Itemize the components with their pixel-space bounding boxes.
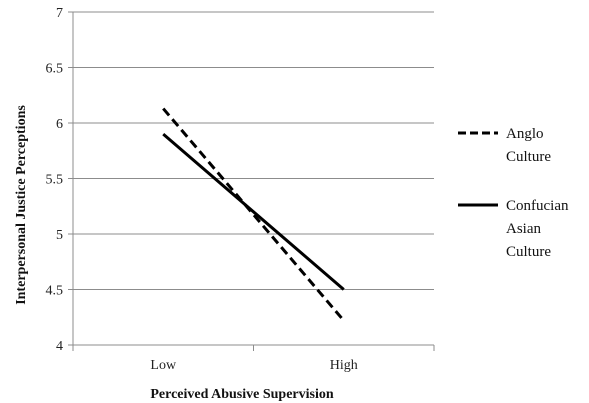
legend-label-1-2: Culture: [506, 244, 551, 260]
y-tick-label-0: 4: [56, 339, 63, 354]
x-axis-title: Perceived Abusive Supervision: [150, 387, 334, 402]
legend-label-1-0: Confucian: [506, 198, 569, 214]
legend: Anglo Culture Confucian Asian Culture: [458, 126, 569, 260]
x-tick-labels: Low High: [150, 358, 357, 373]
y-axis-title: Interpersonal Justice Perceptions: [14, 105, 29, 305]
axes: [68, 11, 435, 351]
legend-label-0-0: Anglo: [506, 126, 544, 142]
legend-label-1-1: Asian: [506, 221, 541, 237]
legend-label-0-1: Culture: [506, 149, 551, 165]
y-tick-label-4: 6: [56, 117, 63, 132]
x-tick-label-0: Low: [150, 358, 177, 373]
x-tick-label-1: High: [330, 358, 358, 373]
y-tick-labels: 4 4.5 5 5.5 6 6.5 7: [46, 6, 64, 354]
series-line-0: [162, 107, 345, 322]
series-lines: [162, 107, 345, 322]
y-tick-label-5: 6.5: [46, 62, 64, 77]
gridlines: [73, 11, 434, 346]
y-tick-label-1: 4.5: [46, 284, 64, 299]
y-tick-label-2: 5: [56, 228, 63, 243]
y-tick-label-6: 7: [56, 6, 63, 21]
y-tick-label-3: 5.5: [46, 173, 64, 188]
series-line-1: [162, 132, 345, 291]
